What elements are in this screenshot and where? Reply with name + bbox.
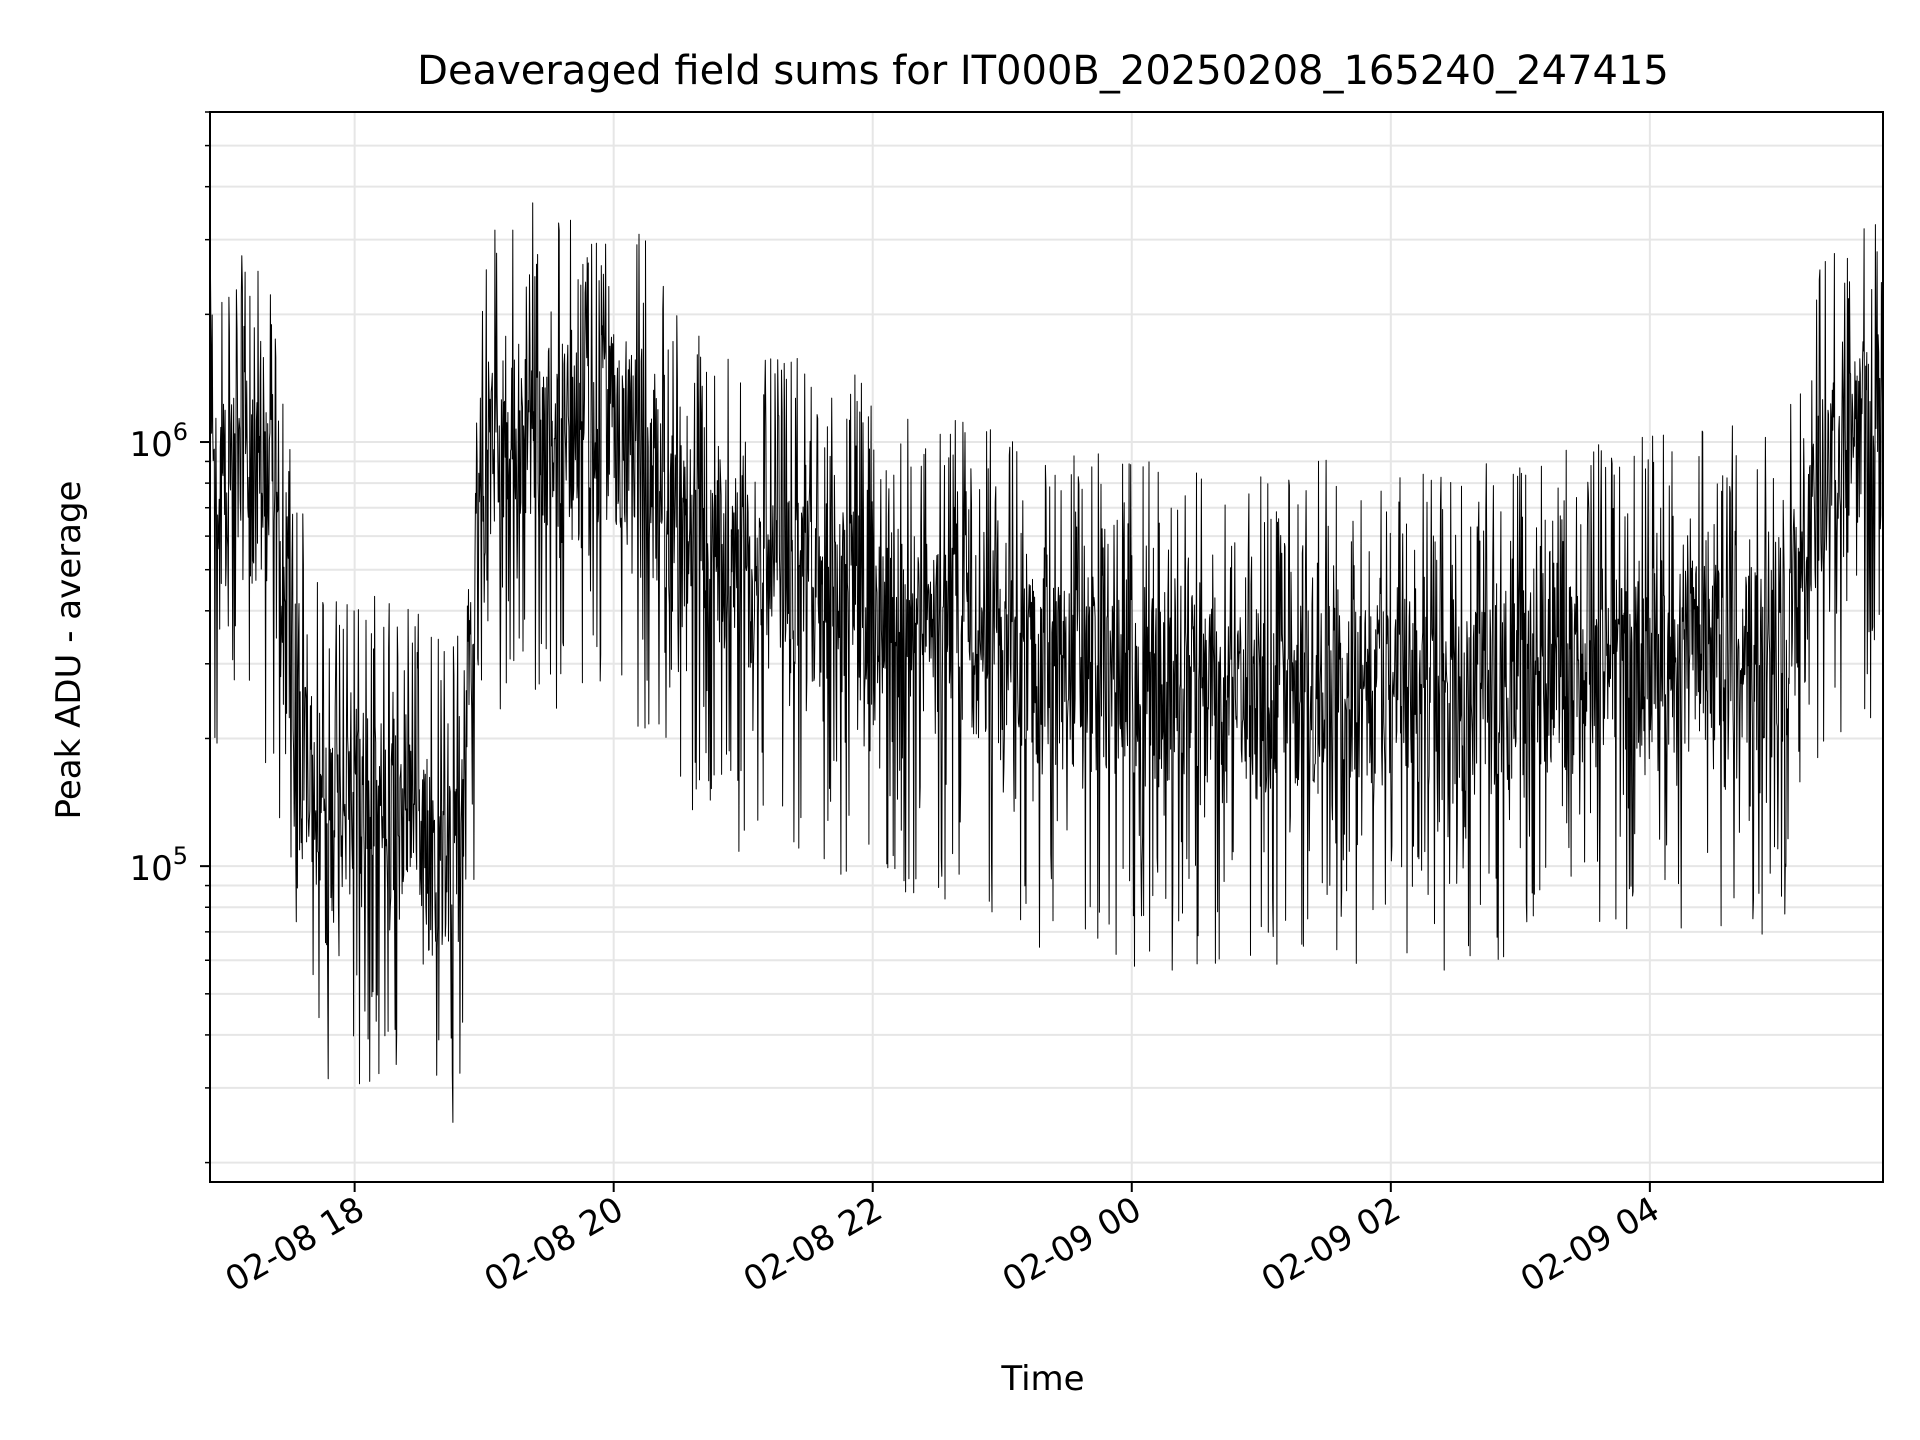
x-axis-label: Time (1000, 1359, 1084, 1399)
plot-frame (209, 111, 1884, 1183)
chart-title: Deaveraged field sums for IT000B_2025020… (417, 48, 1669, 94)
y-tick-label: 106 (129, 418, 188, 465)
y-tick-label: 105 (129, 842, 188, 889)
y-axis-label: Peak ADU - average (49, 481, 89, 820)
y-axis-ticks: 105 106 (129, 111, 210, 1164)
horizontal-gridlines (210, 111, 1883, 1164)
series-line (210, 202, 1883, 1123)
series-layer (210, 202, 1883, 1123)
